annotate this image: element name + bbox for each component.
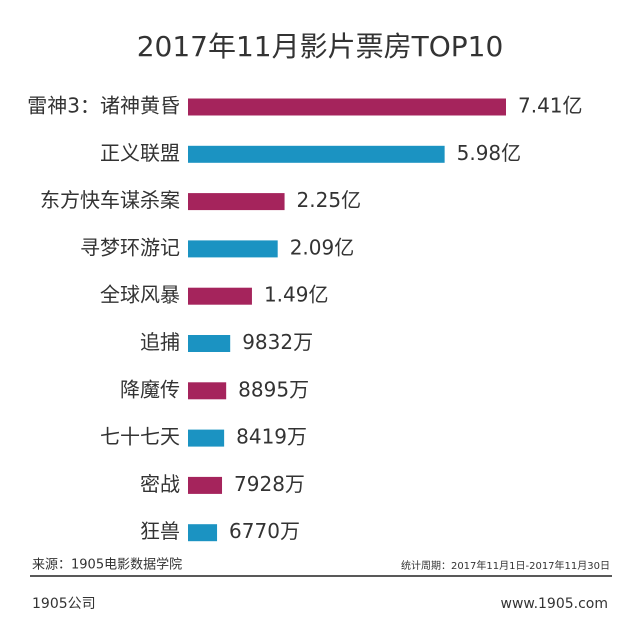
category-label: 追捕 <box>140 330 180 354</box>
bar <box>188 429 225 447</box>
value-label: 7.41亿 <box>518 94 583 118</box>
footer-right: www.1905.com <box>501 596 609 612</box>
bar <box>188 193 285 211</box>
category-label: 七十七天 <box>100 425 180 449</box>
value-label: 1.49亿 <box>264 283 329 307</box>
category-label: 正义联盟 <box>100 141 180 165</box>
value-label: 2.09亿 <box>290 235 355 259</box>
value-label: 8419万 <box>236 425 307 449</box>
value-label: 2.25亿 <box>297 188 362 212</box>
category-label: 密战 <box>140 472 180 496</box>
bar <box>188 335 231 352</box>
value-label: 5.98亿 <box>457 141 522 165</box>
bar <box>188 145 445 163</box>
category-label: 狂兽 <box>140 519 180 543</box>
value-label: 6770万 <box>229 519 300 543</box>
source: 来源：1905电影数据学院 <box>32 557 182 573</box>
bar <box>188 240 278 258</box>
category-label: 全球风暴 <box>100 283 180 307</box>
category-label: 降魔传 <box>120 377 180 401</box>
category-label: 雷神3：诸神黄昏 <box>27 94 180 118</box>
chart-title: 2017年11月影片票房TOP10 <box>137 30 504 63</box>
category-label: 寻梦环游记 <box>80 235 180 259</box>
bar <box>188 382 227 400</box>
footer-left: 1905公司 <box>32 596 96 612</box>
bar <box>188 98 506 116</box>
bar <box>188 524 218 542</box>
category-label: 东方快车谋杀案 <box>40 188 180 212</box>
bar <box>188 476 223 494</box>
value-label: 9832万 <box>242 330 313 354</box>
period-note: 统计周期：2017年11月1日-2017年11月30日 <box>401 559 610 572</box>
bar <box>188 287 252 305</box>
value-label: 7928万 <box>234 472 305 496</box>
value-label: 8895万 <box>238 377 309 401</box>
